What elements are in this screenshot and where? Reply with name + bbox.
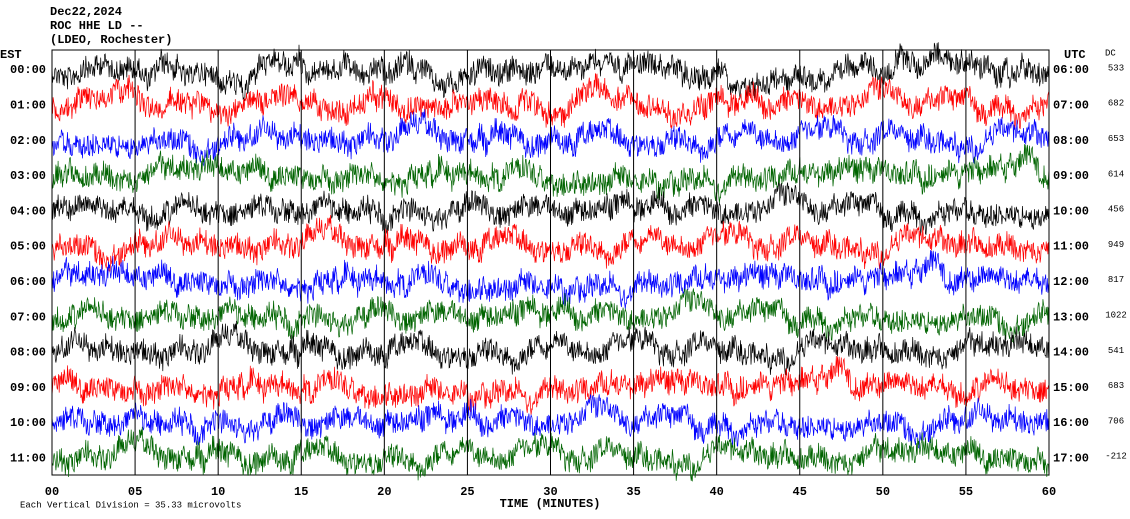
x-tick-label: 10	[211, 485, 225, 499]
title-line: (LDEO, Rochester)	[50, 33, 172, 47]
est-label: 10:00	[10, 416, 46, 430]
x-tick-label: 45	[793, 485, 807, 499]
left-header: EST	[0, 48, 22, 62]
est-label: 01:00	[10, 98, 46, 112]
dc-header: DC	[1105, 48, 1116, 58]
utc-label: 13:00	[1053, 310, 1089, 324]
dc-value: 682	[1108, 99, 1124, 109]
utc-label: 08:00	[1053, 134, 1089, 148]
x-tick-label: 15	[294, 485, 308, 499]
x-tick-label: 30	[543, 485, 557, 499]
x-tick-label: 20	[377, 485, 391, 499]
x-tick-label: 55	[959, 485, 973, 499]
est-label: 03:00	[10, 169, 46, 183]
x-tick-label: 00	[45, 485, 59, 499]
x-tick-label: 25	[460, 485, 474, 499]
utc-label: 14:00	[1053, 346, 1089, 360]
est-label: 05:00	[10, 240, 46, 254]
est-label: 11:00	[10, 451, 46, 465]
dc-value: 683	[1108, 381, 1124, 391]
est-label: 04:00	[10, 204, 46, 218]
footnote: Each Vertical Division = 35.33 microvolt…	[20, 500, 241, 510]
est-label: 02:00	[10, 134, 46, 148]
x-tick-label: 35	[626, 485, 640, 499]
x-tick-label: 40	[709, 485, 723, 499]
x-axis-label: TIME (MINUTES)	[500, 497, 601, 511]
right-header: UTC	[1064, 48, 1086, 62]
dc-value: 541	[1108, 346, 1124, 356]
dc-value: -212	[1105, 452, 1127, 462]
dc-value: 533	[1108, 63, 1124, 73]
dc-value: 817	[1108, 275, 1124, 285]
est-label: 07:00	[10, 310, 46, 324]
utc-label: 09:00	[1053, 169, 1089, 183]
dc-value: 949	[1108, 240, 1124, 250]
dc-value: 614	[1108, 169, 1124, 179]
dc-value: 1022	[1105, 310, 1127, 320]
utc-label: 15:00	[1053, 381, 1089, 395]
utc-label: 17:00	[1053, 451, 1089, 465]
dc-value: 706	[1108, 416, 1124, 426]
utc-label: 10:00	[1053, 204, 1089, 218]
x-tick-label: 50	[876, 485, 890, 499]
x-tick-label: 05	[128, 485, 142, 499]
est-label: 06:00	[10, 275, 46, 289]
dc-value: 456	[1108, 205, 1124, 215]
title-line: Dec22,2024	[50, 5, 122, 19]
utc-label: 06:00	[1053, 63, 1089, 77]
utc-label: 07:00	[1053, 98, 1089, 112]
est-label: 08:00	[10, 346, 46, 360]
utc-label: 16:00	[1053, 416, 1089, 430]
est-label: 09:00	[10, 381, 46, 395]
est-label: 00:00	[10, 63, 46, 77]
x-tick-label: 60	[1042, 485, 1056, 499]
utc-label: 11:00	[1053, 240, 1089, 254]
dc-value: 653	[1108, 134, 1124, 144]
utc-label: 12:00	[1053, 275, 1089, 289]
title-line: ROC HHE LD --	[50, 19, 144, 33]
